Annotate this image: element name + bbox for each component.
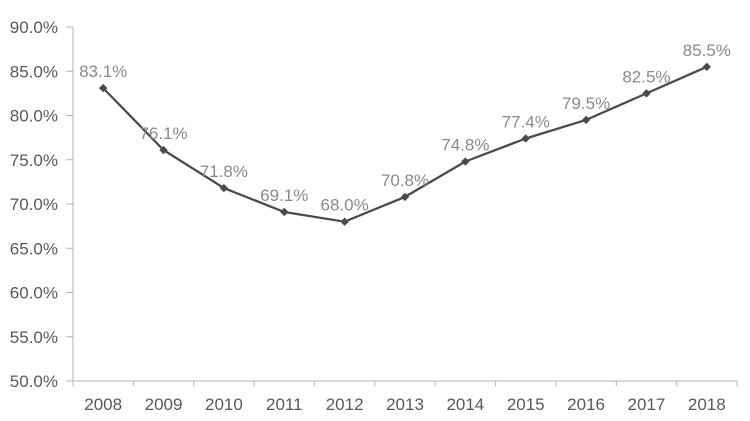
x-axis-tick-label: 2018	[688, 395, 726, 414]
data-point-marker	[642, 89, 651, 98]
x-axis-tick-label: 2009	[145, 395, 183, 414]
x-axis-tick-label: 2017	[628, 395, 666, 414]
x-axis-tick-label: 2014	[446, 395, 484, 414]
data-point-marker	[340, 217, 349, 226]
x-axis-tick-label: 2016	[567, 395, 605, 414]
x-axis-tick-label: 2012	[326, 395, 364, 414]
data-point-label: 79.5%	[562, 94, 610, 113]
y-axis-tick-label: 85.0%	[10, 62, 58, 81]
data-point-marker	[461, 157, 470, 166]
data-point-marker	[702, 62, 712, 72]
y-axis-tick-label: 75.0%	[10, 151, 58, 170]
y-axis-tick-label: 70.0%	[10, 195, 58, 214]
data-point-label: 85.5%	[683, 41, 731, 60]
data-point-label: 83.1%	[79, 62, 127, 81]
data-point-marker	[219, 183, 229, 193]
data-point-label: 69.1%	[260, 186, 308, 205]
y-axis-tick-label: 90.0%	[10, 18, 58, 37]
data-point-marker	[521, 134, 530, 143]
data-point-marker	[400, 192, 410, 202]
x-axis-tick-label: 2010	[205, 395, 243, 414]
y-axis-tick-label: 80.0%	[10, 107, 58, 126]
data-point-label: 71.8%	[200, 162, 248, 181]
data-point-marker	[98, 83, 108, 93]
data-point-label: 68.0%	[321, 196, 369, 215]
y-axis-tick-label: 55.0%	[10, 328, 58, 347]
x-axis-tick-label: 2015	[507, 395, 545, 414]
x-axis-tick-label: 2011	[266, 395, 303, 414]
x-axis-tick-label: 2013	[386, 395, 424, 414]
data-point-label: 77.4%	[502, 113, 550, 132]
data-point-marker	[280, 207, 289, 217]
x-axis-tick-label: 2008	[84, 395, 122, 414]
y-axis-tick-label: 60.0%	[10, 284, 58, 303]
y-axis-tick-label: 50.0%	[10, 372, 58, 391]
data-point-label: 70.8%	[381, 171, 429, 190]
data-point-label: 82.5%	[622, 67, 670, 86]
y-axis-tick-label: 65.0%	[10, 239, 58, 258]
data-point-label: 76.1%	[139, 124, 187, 143]
data-point-marker	[581, 115, 591, 125]
data-point-marker	[159, 145, 168, 155]
data-point-label: 74.8%	[441, 136, 489, 155]
